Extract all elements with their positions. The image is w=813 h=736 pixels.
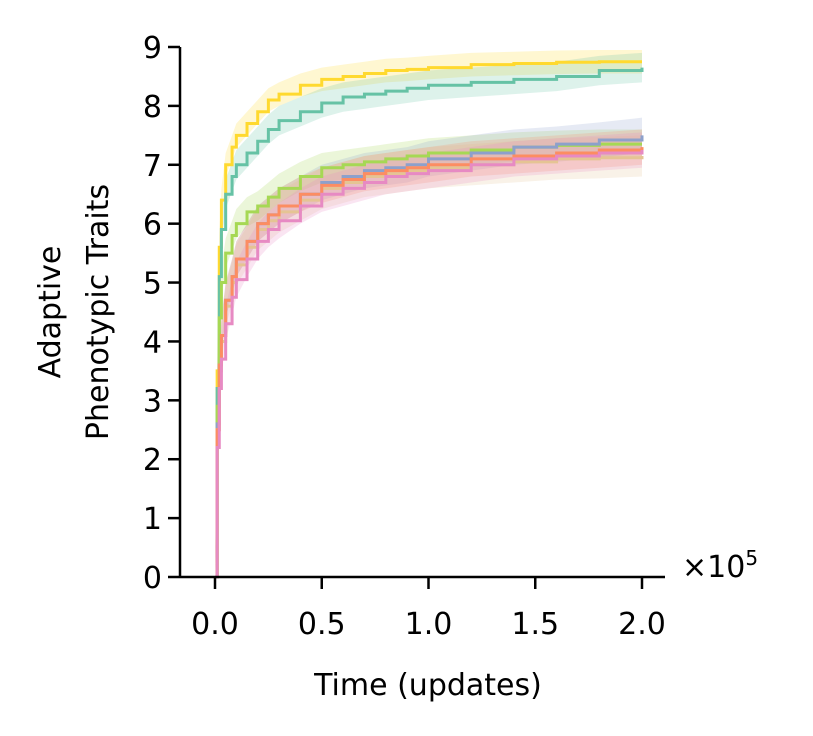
y-axis-title-line-1: Adaptive	[33, 246, 68, 379]
y-tick-label: 3	[143, 384, 162, 419]
x-scale-multiplier: ×105	[682, 546, 758, 585]
y-tick-label: 9	[143, 31, 162, 66]
y-tick-label: 4	[143, 325, 162, 360]
series-line-4	[215, 155, 644, 579]
series-line-5	[215, 147, 644, 579]
y-tick-label: 7	[143, 149, 162, 184]
x-tick-label: 1.0	[405, 607, 453, 642]
y-axis-title-line-2: Phenotypic Traits	[81, 184, 116, 440]
y-tick-label: 5	[143, 267, 162, 302]
x-scale-exponent: 5	[745, 546, 758, 570]
series-lines	[215, 60, 644, 579]
series-line-2	[215, 142, 642, 579]
y-tick-label: 8	[143, 90, 162, 125]
axes: 0 1 2 3 4 5 6 7 8 9 0.0 0.5 1.0 1.5 2.0	[143, 31, 666, 642]
x-axis-title: Time (updates)	[313, 668, 542, 703]
series-line-6	[215, 150, 644, 579]
x-tick-label: 2.0	[618, 607, 666, 642]
series-line-1	[215, 67, 644, 579]
confidence-bands	[215, 49, 642, 578]
y-tick-label: 1	[143, 502, 162, 537]
x-tick-label: 0.0	[191, 607, 239, 642]
y-tick-label: 0	[143, 561, 162, 596]
x-tick-label: 0.5	[298, 607, 346, 642]
y-tick-label: 6	[143, 208, 162, 243]
y-tick-label: 2	[143, 443, 162, 478]
series-band-0	[215, 49, 642, 577]
x-tick-label: 1.5	[511, 607, 559, 642]
